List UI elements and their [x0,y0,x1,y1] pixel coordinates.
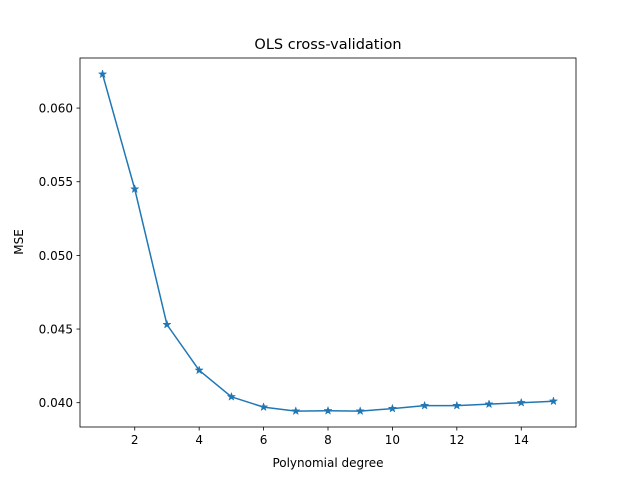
data-point-5 [226,391,237,401]
x-tick-label-10: 10 [385,433,400,447]
data-point-2 [130,184,140,194]
data-point-14 [516,397,526,407]
data-point-3 [162,319,172,329]
data-point-4 [194,365,204,375]
y-tick-label-0: 0.040 [39,396,73,410]
y-axis-label: MSE [12,229,26,255]
y-tick-label-3: 0.055 [39,175,73,189]
x-tick-label-6: 6 [260,433,268,447]
data-point-10 [387,403,398,413]
data-point-6 [258,402,269,412]
data-point-7 [291,406,301,416]
plot-area: 2 4 6 8 10 12 14 0.040 0.045 0.050 0.055 0.060 [39,57,577,447]
data-point-11 [419,400,430,410]
chart-title: OLS cross-validation [254,37,401,53]
x-tick-label-14: 14 [514,433,529,447]
y-tick-label-2: 0.050 [39,249,73,263]
y-tick-label-4: 0.060 [39,102,73,116]
data-point-15 [548,396,559,406]
data-point-13 [484,399,494,409]
data-point-8 [323,405,333,415]
x-axis-label: Polynomial degree [272,456,383,470]
x-tick-label-8: 8 [324,433,332,447]
x-tick-label-4: 4 [195,433,203,447]
data-point-12 [452,400,462,410]
data-point-1 [97,69,108,79]
y-tick-label-1: 0.045 [39,323,73,337]
x-tick-label-2: 2 [131,433,139,447]
x-tick-label-12: 12 [449,433,464,447]
data-point-9 [355,406,365,416]
